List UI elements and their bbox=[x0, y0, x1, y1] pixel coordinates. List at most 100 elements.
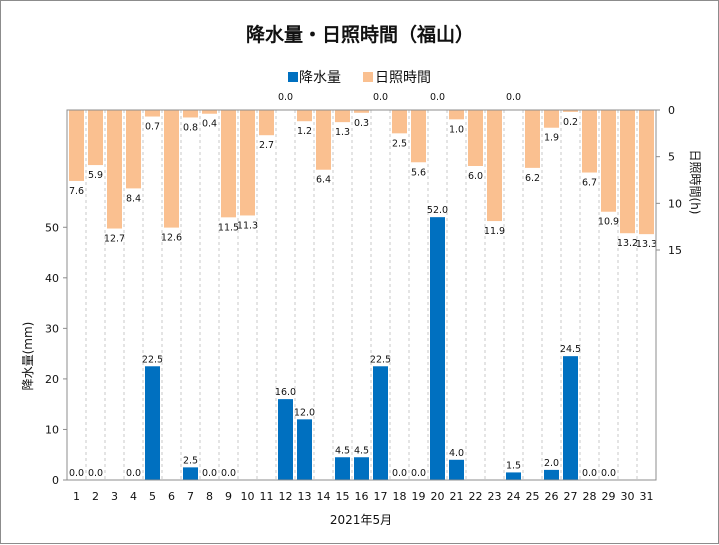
x-tick-label: 28 bbox=[583, 490, 597, 503]
sunshine-data-label: 11.3 bbox=[237, 220, 258, 231]
rainfall-data-label: 0.0 bbox=[126, 468, 141, 479]
sunshine-bar bbox=[601, 110, 616, 212]
x-tick-label: 26 bbox=[545, 490, 559, 503]
sunshine-bar bbox=[164, 110, 179, 228]
rainfall-data-label: 4.5 bbox=[354, 445, 369, 456]
x-tick-label: 30 bbox=[621, 490, 635, 503]
sunshine-data-label: 6.0 bbox=[468, 171, 483, 182]
legend-label-rain: 降水量 bbox=[299, 70, 341, 86]
x-tick-label: 15 bbox=[336, 490, 350, 503]
legend-swatch-sun bbox=[363, 72, 373, 82]
x-tick-label: 13 bbox=[298, 490, 312, 503]
rainfall-bar bbox=[430, 217, 445, 480]
legend: 降水量 日照時間 bbox=[288, 70, 431, 86]
x-tick-label: 2 bbox=[92, 490, 99, 503]
plot-border bbox=[66, 109, 657, 481]
x-tick-label: 12 bbox=[279, 490, 293, 503]
sunshine-data-label: 11.5 bbox=[218, 222, 239, 233]
sunshine-data-label: 0.2 bbox=[563, 117, 578, 128]
x-tick-label: 21 bbox=[450, 490, 464, 503]
x-tick-label: 10 bbox=[241, 490, 255, 503]
sunshine-bar bbox=[411, 110, 426, 163]
rainfall-data-label: 0.0 bbox=[88, 468, 103, 479]
sunshine-data-label: 6.2 bbox=[525, 173, 540, 184]
rainfall-data-label: 0.0 bbox=[202, 468, 217, 479]
sunshine-data-label: 0.0 bbox=[278, 92, 293, 103]
left-tick-label: 10 bbox=[45, 423, 59, 436]
rainfall-data-label: 22.5 bbox=[142, 354, 163, 365]
sunshine-bar bbox=[563, 110, 578, 112]
x-tick-label: 27 bbox=[564, 490, 578, 503]
x-tick-label: 24 bbox=[507, 490, 521, 503]
sunshine-data-label: 0.0 bbox=[373, 92, 388, 103]
sunshine-bar bbox=[525, 110, 540, 168]
sunshine-data-label: 12.6 bbox=[161, 233, 182, 244]
right-tick-label: 10 bbox=[668, 197, 682, 210]
rainfall-data-label: 4.0 bbox=[449, 448, 464, 459]
x-tick-label: 22 bbox=[469, 490, 483, 503]
sunshine-bar bbox=[221, 110, 236, 218]
sunshine-bar bbox=[582, 110, 597, 173]
x-tick-label: 19 bbox=[412, 490, 426, 503]
sunshine-bar bbox=[620, 110, 635, 234]
rainfall-bar bbox=[544, 469, 559, 480]
sunshine-data-label: 1.9 bbox=[544, 133, 559, 144]
y-axis-title-right: 日照時間(h) bbox=[688, 150, 702, 215]
sunshine-bar bbox=[468, 110, 483, 166]
sunshine-data-label: 13.3 bbox=[636, 239, 657, 250]
sunshine-bar bbox=[202, 110, 217, 114]
sunshine-data-label: 0.8 bbox=[183, 122, 198, 133]
x-tick-label: 17 bbox=[374, 490, 388, 503]
x-tick-label: 6 bbox=[168, 490, 175, 503]
sunshine-bar bbox=[88, 110, 103, 166]
rainfall-data-label: 0.0 bbox=[392, 468, 407, 479]
x-tick-label: 5 bbox=[149, 490, 156, 503]
rainfall-bar bbox=[297, 419, 312, 480]
rainfall-bar bbox=[145, 366, 160, 480]
sunshine-bar bbox=[126, 110, 141, 189]
x-axis-title: 2021年5月 bbox=[330, 513, 392, 527]
right-tick-label: 5 bbox=[668, 151, 675, 164]
sunshine-bar bbox=[316, 110, 331, 170]
rainfall-bar bbox=[354, 457, 369, 480]
rainfall-data-label: 52.0 bbox=[427, 205, 448, 216]
sunshine-bar bbox=[183, 110, 198, 118]
left-tick-label: 0 bbox=[52, 474, 59, 487]
rainfall-bar bbox=[373, 366, 388, 480]
sunshine-data-label: 6.7 bbox=[582, 178, 597, 189]
left-tick-label: 50 bbox=[45, 221, 59, 234]
rainfall-bar bbox=[506, 472, 521, 480]
legend-label-sun: 日照時間 bbox=[375, 70, 431, 86]
rainfall-data-label: 0.0 bbox=[69, 468, 84, 479]
sunshine-data-label: 2.5 bbox=[392, 138, 407, 149]
left-axis-ticks: 0 10 20 30 40 50 bbox=[45, 221, 67, 487]
sunshine-data-label: 0.4 bbox=[202, 119, 217, 130]
sunshine-data-label: 5.6 bbox=[411, 167, 426, 178]
sunshine-bar bbox=[354, 110, 369, 113]
sunshine-data-label: 5.9 bbox=[88, 170, 103, 181]
rainfall-bar bbox=[563, 356, 578, 480]
gridlines bbox=[85, 110, 638, 480]
legend-swatch-rain bbox=[288, 72, 298, 82]
sunshine-bar bbox=[392, 110, 407, 134]
sunshine-data-label: 1.3 bbox=[335, 127, 350, 138]
sunshine-data-label: 1.0 bbox=[449, 124, 464, 135]
sunshine-bar bbox=[145, 110, 160, 117]
x-tick-label: 29 bbox=[602, 490, 616, 503]
left-tick-label: 40 bbox=[45, 272, 59, 285]
x-tick-label: 20 bbox=[431, 490, 445, 503]
rainfall-data-label: 12.0 bbox=[294, 407, 315, 418]
sunshine-data-label: 8.4 bbox=[126, 193, 141, 204]
sunshine-data-label: 2.7 bbox=[259, 140, 274, 151]
sunshine-data-label: 11.9 bbox=[484, 226, 505, 237]
x-tick-label: 18 bbox=[393, 490, 407, 503]
x-axis-ticks: 1 2 3 4 5 6 7 8 9 10 11 12 13 14 15 16 17 18 19 20 21 22 23 24 2… bbox=[73, 490, 654, 503]
rainfall-data-label: 0.0 bbox=[221, 468, 236, 479]
sunshine-data-label: 0.0 bbox=[430, 92, 445, 103]
y-axis-title-left: 降水量(mm) bbox=[21, 322, 35, 391]
rainfall-data-label: 0.0 bbox=[582, 468, 597, 479]
left-tick-label: 20 bbox=[45, 373, 59, 386]
sunshine-bar bbox=[544, 110, 559, 128]
rainfall-data-label: 1.5 bbox=[506, 460, 521, 471]
